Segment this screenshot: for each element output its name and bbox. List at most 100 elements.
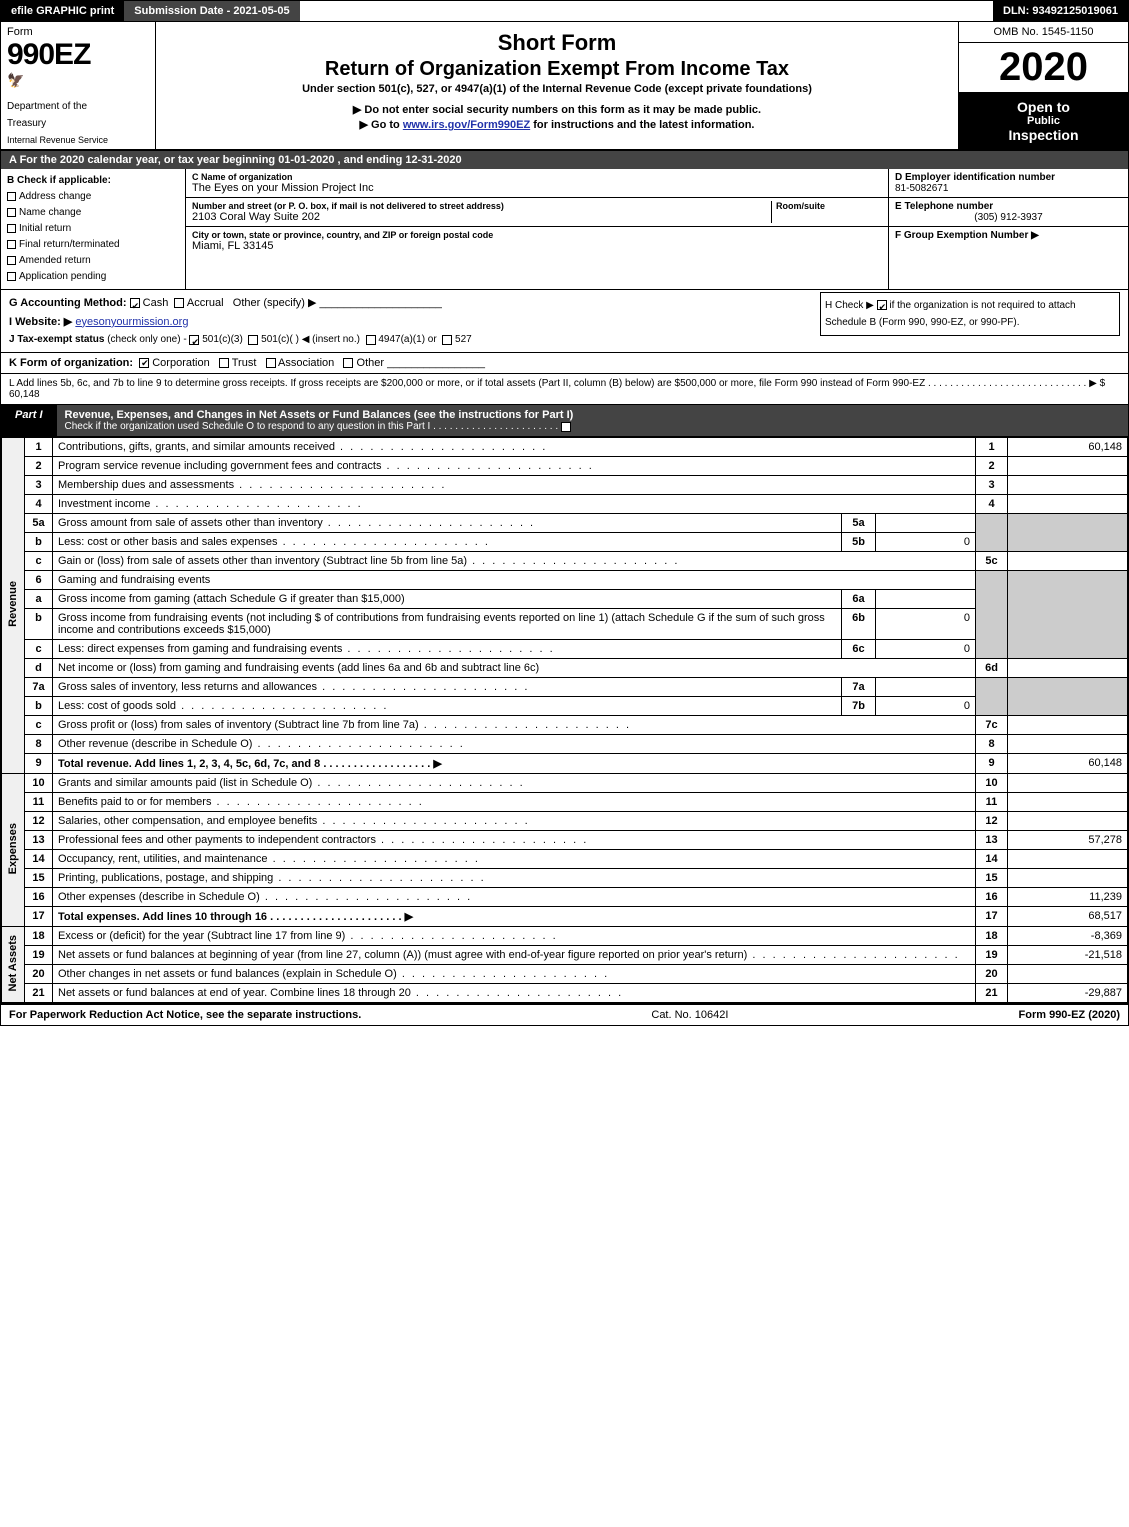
omb-number: OMB No. 1545-1150 xyxy=(959,22,1128,43)
form-page: efile GRAPHIC print Submission Date - 20… xyxy=(0,0,1129,1026)
l8-text: Other revenue (describe in Schedule O) xyxy=(53,735,976,754)
k-other-check[interactable] xyxy=(343,358,353,368)
l6d-num: d xyxy=(25,659,53,678)
g-accrual-check[interactable] xyxy=(174,298,184,308)
chk-name-change[interactable]: Name change xyxy=(7,205,179,221)
l6a-num: a xyxy=(25,590,53,609)
l1-num: 1 xyxy=(25,438,53,457)
room-label: Room/suite xyxy=(776,201,882,211)
l5b-text: Less: cost or other basis and sales expe… xyxy=(53,533,842,552)
l20-rnum: 20 xyxy=(976,965,1008,984)
l11-text: Benefits paid to or for members xyxy=(53,793,976,812)
j-527-check[interactable] xyxy=(442,335,452,345)
addr-label: Number and street (or P. O. box, if mail… xyxy=(192,201,767,211)
chk-initial-return[interactable]: Initial return xyxy=(7,221,179,237)
j-501c-check[interactable] xyxy=(248,335,258,345)
l1-text: Contributions, gifts, grants, and simila… xyxy=(53,438,976,457)
chk-application-pending[interactable]: Application pending xyxy=(7,269,179,285)
l18-text: Excess or (deficit) for the year (Subtra… xyxy=(53,927,976,946)
part1-schedule-o-check[interactable] xyxy=(561,422,571,432)
l5c-text: Gain or (loss) from sale of assets other… xyxy=(53,552,976,571)
l1-amt: 60,148 xyxy=(1008,438,1128,457)
k-label: K Form of organization: xyxy=(9,357,133,369)
addr-row: Number and street (or P. O. box, if mail… xyxy=(186,198,888,227)
chk-amended-return[interactable]: Amended return xyxy=(7,253,179,269)
k-o4: Other xyxy=(357,357,385,369)
l10-amt xyxy=(1008,774,1128,793)
l8-rnum: 8 xyxy=(976,735,1008,754)
footer-left: For Paperwork Reduction Act Notice, see … xyxy=(9,1009,361,1021)
website-link[interactable]: eyesonyourmission.org xyxy=(75,316,188,328)
l12-text: Salaries, other compensation, and employ… xyxy=(53,812,976,831)
l1-rnum: 1 xyxy=(976,438,1008,457)
j-4947-check[interactable] xyxy=(366,335,376,345)
dln-label: DLN: 93492125019061 xyxy=(993,1,1128,21)
l6a-sub: 6a xyxy=(842,590,876,609)
g-cash-check[interactable] xyxy=(130,298,140,308)
efile-label[interactable]: efile GRAPHIC print xyxy=(1,1,124,21)
l17-rnum: 17 xyxy=(976,907,1008,927)
l6b-subamt: 0 xyxy=(876,609,976,640)
city-cell: City or town, state or province, country… xyxy=(186,227,888,255)
goto-prefix: ▶ Go to xyxy=(360,119,403,131)
revenue-section-label: Revenue xyxy=(2,438,25,774)
ein-label: D Employer identification number xyxy=(895,172,1122,183)
l6a-subamt xyxy=(876,590,976,609)
l6b-num: b xyxy=(25,609,53,640)
l15-num: 15 xyxy=(25,869,53,888)
k-o3: Association xyxy=(278,357,334,369)
part1-header: Part I Revenue, Expenses, and Changes in… xyxy=(1,405,1128,437)
l7c-rnum: 7c xyxy=(976,716,1008,735)
org-name-value: The Eyes on your Mission Project Inc xyxy=(192,182,882,194)
footer-right: Form 990-EZ (2020) xyxy=(1019,1009,1120,1021)
donot-warning: ▶ Do not enter social security numbers o… xyxy=(164,103,950,116)
chk-label-initial: Initial return xyxy=(19,223,71,234)
l5c-num: c xyxy=(25,552,53,571)
i-label: I Website: ▶ xyxy=(9,316,72,328)
l6d-rnum: 6d xyxy=(976,659,1008,678)
l14-num: 14 xyxy=(25,850,53,869)
k-corp-check[interactable] xyxy=(139,358,149,368)
l18-rnum: 18 xyxy=(976,927,1008,946)
form-word: Form xyxy=(7,26,149,38)
box-f: F Group Exemption Number ▶ xyxy=(889,227,1128,244)
l5a-text: Gross amount from sale of assets other t… xyxy=(53,514,842,533)
j-501c3-check[interactable] xyxy=(189,335,199,345)
h-checkbox[interactable] xyxy=(877,300,887,310)
l17-amt: 68,517 xyxy=(1008,907,1128,927)
box-h: H Check ▶ if the organization is not req… xyxy=(820,292,1120,336)
l8-num: 8 xyxy=(25,735,53,754)
chk-final-return[interactable]: Final return/terminated xyxy=(7,237,179,253)
chk-label-pending: Application pending xyxy=(19,271,106,282)
l5b-subamt: 0 xyxy=(876,533,976,552)
l5a-num: 5a xyxy=(25,514,53,533)
l2-text: Program service revenue including govern… xyxy=(53,457,976,476)
box-e: E Telephone number (305) 912-3937 xyxy=(889,198,1128,227)
header-left: Form 990EZ 🦅 Department of the Treasury … xyxy=(1,22,156,149)
l4-rnum: 4 xyxy=(976,495,1008,514)
l9-rnum: 9 xyxy=(976,754,1008,774)
l6c-text: Less: direct expenses from gaming and fu… xyxy=(53,640,842,659)
goto-suffix: for instructions and the latest informat… xyxy=(530,119,754,131)
inspection: Inspection xyxy=(963,127,1124,143)
city-value: Miami, FL 33145 xyxy=(192,240,882,252)
l15-amt xyxy=(1008,869,1128,888)
l7a-num: 7a xyxy=(25,678,53,697)
l10-text: Grants and similar amounts paid (list in… xyxy=(53,774,976,793)
l7-shade2 xyxy=(1008,678,1128,716)
l6d-text: Net income or (loss) from gaming and fun… xyxy=(53,659,976,678)
k-trust-check[interactable] xyxy=(219,358,229,368)
l19-num: 19 xyxy=(25,946,53,965)
l10-num: 10 xyxy=(25,774,53,793)
goto-link[interactable]: www.irs.gov/Form990EZ xyxy=(403,119,530,131)
group-exempt-label: F Group Exemption Number ▶ xyxy=(895,230,1039,241)
box-c: C Name of organization The Eyes on your … xyxy=(186,169,888,289)
topbar-spacer xyxy=(300,1,993,21)
k-assoc-check[interactable] xyxy=(266,358,276,368)
l3-num: 3 xyxy=(25,476,53,495)
chk-address-change[interactable]: Address change xyxy=(7,189,179,205)
l6-shade2 xyxy=(1008,571,1128,659)
l6c-subamt: 0 xyxy=(876,640,976,659)
box-d: D Employer identification number 81-5082… xyxy=(889,169,1128,198)
irs-eagle-icon: 🦅 xyxy=(7,72,149,89)
